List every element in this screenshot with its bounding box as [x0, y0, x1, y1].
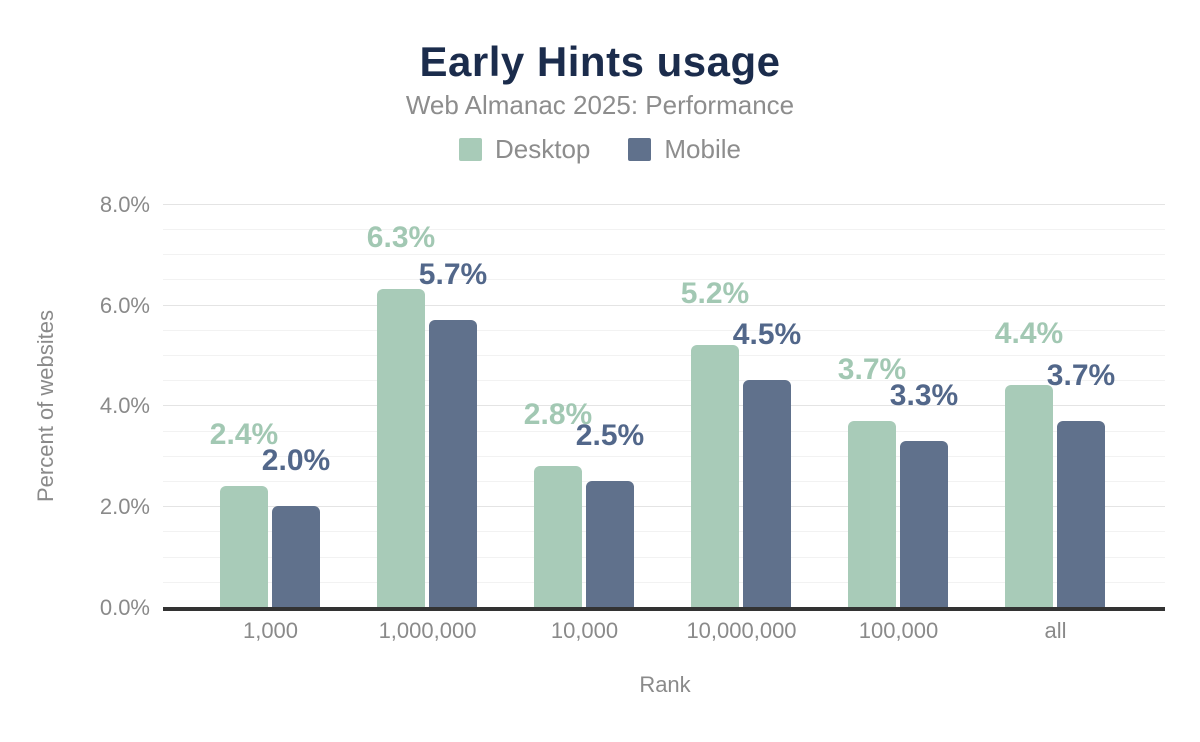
bar-desktop-10000000[interactable]: [691, 345, 739, 607]
x-axis-line: [163, 607, 1165, 611]
gridline-minor: [163, 355, 1165, 356]
gridline-minor: [163, 582, 1165, 583]
bar-value-label-mobile: 2.0%: [261, 444, 331, 477]
bar-desktop-1000000[interactable]: [377, 289, 425, 607]
gridline-minor: [163, 557, 1165, 558]
chart-subtitle: Web Almanac 2025: Performance: [405, 90, 795, 120]
gridline-minor: [163, 254, 1165, 255]
bar-value-label-mobile: 2.5%: [575, 419, 645, 452]
y-tick-label: 2.0%: [99, 494, 150, 519]
gridline-minor: [163, 481, 1165, 482]
x-tick-label: 1,000: [242, 618, 299, 643]
x-axis-title: Rank: [639, 672, 691, 697]
legend-item-mobile[interactable]: Mobile: [628, 134, 741, 165]
x-tick-label: 10,000: [550, 618, 619, 643]
bar-value-label-mobile: 5.7%: [418, 258, 488, 291]
gridline-major: [163, 305, 1165, 306]
bar-mobile-100000[interactable]: [900, 441, 948, 607]
x-tick-label: all: [1044, 618, 1067, 643]
gridline-major: [163, 405, 1165, 406]
x-tick-label: 10,000,000: [686, 618, 797, 643]
bar-value-label-mobile: 3.3%: [889, 379, 959, 412]
legend-label: Mobile: [664, 134, 741, 164]
gridline-major: [163, 506, 1165, 507]
bar-value-label-desktop: 5.2%: [680, 277, 750, 310]
bar-value-label-desktop: 2.8%: [523, 398, 593, 431]
legend: Desktop Mobile: [0, 134, 1200, 165]
bar-value-label-desktop: 4.4%: [994, 317, 1064, 350]
bar-desktop-all[interactable]: [1005, 385, 1053, 607]
legend-swatch-icon: [459, 138, 482, 161]
bar-mobile-1000[interactable]: [272, 506, 320, 607]
y-tick-label: 0.0%: [99, 595, 150, 620]
bar-value-label-desktop: 3.7%: [837, 353, 907, 386]
x-tick-label: 100,000: [858, 618, 939, 643]
bar-value-label-desktop: 2.4%: [209, 418, 279, 451]
legend-item-desktop[interactable]: Desktop: [459, 134, 590, 165]
y-tick-label: 4.0%: [99, 393, 150, 418]
gridline-minor: [163, 531, 1165, 532]
gridline-minor: [163, 380, 1165, 381]
gridline-minor: [163, 279, 1165, 280]
gridline-minor: [163, 431, 1165, 432]
legend-swatch-icon: [628, 138, 652, 161]
chart-title: Early Hints usage: [419, 38, 781, 85]
bar-mobile-10000[interactable]: [586, 481, 634, 607]
y-tick-label: 6.0%: [99, 293, 150, 318]
gridline-minor: [163, 229, 1165, 230]
y-tick-label: 8.0%: [99, 192, 150, 217]
bar-value-label-desktop: 6.3%: [366, 221, 436, 254]
bar-mobile-all[interactable]: [1057, 421, 1105, 607]
gridline-minor: [163, 456, 1165, 457]
legend-label: Desktop: [495, 134, 591, 164]
y-axis-title: Percent of websites: [33, 310, 58, 502]
x-tick-label: 1,000,000: [378, 618, 477, 643]
bar-desktop-10000[interactable]: [534, 466, 582, 607]
bar-desktop-1000[interactable]: [220, 486, 268, 607]
gridline-minor: [163, 330, 1165, 331]
bar-desktop-100000[interactable]: [848, 421, 896, 607]
bar-value-label-mobile: 4.5%: [732, 318, 802, 351]
bar-mobile-1000000[interactable]: [429, 320, 477, 607]
gridline-major: [163, 204, 1165, 205]
bar-value-label-mobile: 3.7%: [1046, 359, 1116, 392]
bar-mobile-10000000[interactable]: [743, 380, 791, 607]
